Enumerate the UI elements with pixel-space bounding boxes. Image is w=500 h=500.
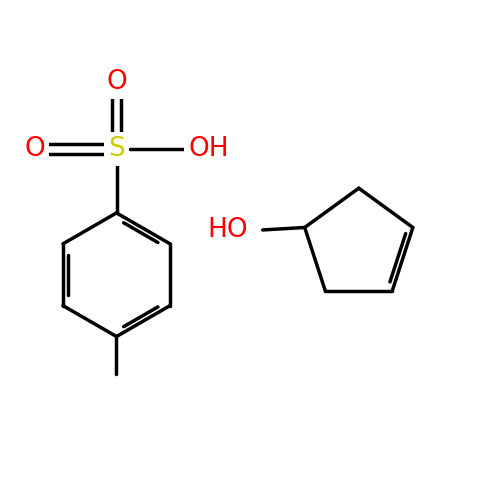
Text: O: O xyxy=(106,69,127,95)
Text: O: O xyxy=(24,136,45,162)
Text: S: S xyxy=(108,136,125,162)
Text: HO: HO xyxy=(207,217,248,243)
Text: OH: OH xyxy=(188,136,229,162)
